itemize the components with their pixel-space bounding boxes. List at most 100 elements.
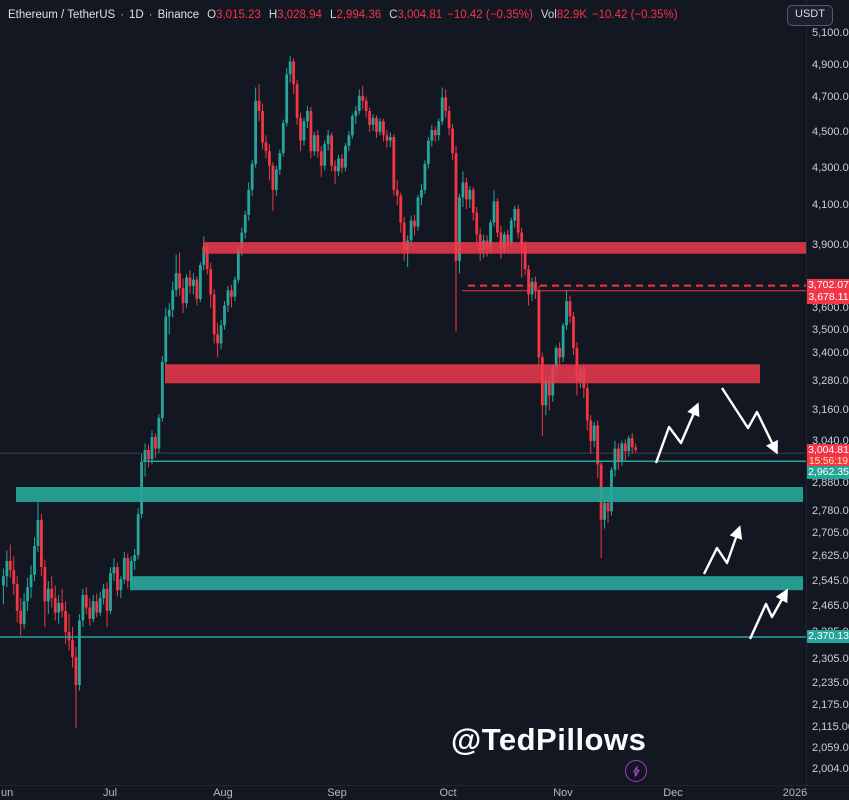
candle <box>420 184 423 206</box>
price-tick: 2,059.00 <box>812 742 849 754</box>
time-label: Sep <box>327 787 347 799</box>
supply-zone-3300[interactable] <box>165 364 760 384</box>
candle <box>464 177 468 209</box>
symbol-title[interactable]: Ethereum / TetherUS <box>8 9 116 21</box>
candle <box>126 553 130 589</box>
candle <box>630 433 634 454</box>
candle <box>458 193 461 274</box>
candle <box>150 430 154 465</box>
candle <box>558 342 562 366</box>
candle <box>330 132 334 172</box>
time-label: Aug <box>213 787 233 799</box>
candle <box>627 435 631 457</box>
candle <box>513 206 517 228</box>
price-tick: 2,465.00 <box>812 600 849 612</box>
arrows-layer <box>654 387 788 640</box>
candle <box>261 103 264 150</box>
candle <box>382 118 385 142</box>
candle <box>354 105 358 124</box>
candle <box>392 134 396 196</box>
price-tick: 2,780.00 <box>812 505 849 517</box>
volume: Vol82.9K <box>540 9 587 21</box>
candle <box>43 559 47 628</box>
price-tick: 3,600.00 <box>812 302 849 314</box>
lightning-button[interactable] <box>625 760 647 782</box>
candle <box>589 415 593 454</box>
candle <box>154 433 157 458</box>
projection-arrow-up-3[interactable] <box>748 588 788 640</box>
candle <box>84 587 88 615</box>
candle <box>212 289 216 344</box>
candle <box>264 135 268 159</box>
candle <box>471 187 475 221</box>
candle <box>475 207 479 247</box>
candle <box>46 580 50 615</box>
ohlc-open: O3,015.23 <box>207 9 261 21</box>
price-tick: 2,545.00 <box>812 575 849 587</box>
candle <box>247 182 251 221</box>
candle <box>337 154 340 176</box>
candle <box>416 194 420 231</box>
candle <box>98 591 102 616</box>
demand-zone-2545[interactable] <box>130 576 803 591</box>
candle <box>596 420 600 478</box>
price-axis[interactable]: 5,100.00 4,900.00 4,700.00 4,500.00 4,300.00… <box>806 0 849 785</box>
candle <box>33 537 36 581</box>
price-tick: 2,705.00 <box>812 527 849 539</box>
candle <box>309 106 313 159</box>
candle <box>112 558 116 581</box>
time-label: 2026 <box>782 787 808 799</box>
candle <box>623 439 627 462</box>
candle <box>74 647 78 729</box>
currency-toggle-button[interactable]: USDT <box>787 5 833 26</box>
candle <box>67 614 71 651</box>
candle <box>361 85 365 110</box>
demand-zone-2880[interactable] <box>16 487 803 502</box>
projection-arrow-down[interactable] <box>720 387 778 455</box>
time-axis[interactable]: un Jul Aug Sep Oct Nov Dec 2026 <box>0 785 849 800</box>
price-tag: 3,702.07 <box>807 279 849 292</box>
candle <box>36 500 40 552</box>
candle <box>312 131 316 156</box>
candle <box>399 192 403 233</box>
candle <box>323 140 327 171</box>
candle <box>192 273 195 295</box>
price-tag: 2,370.13 <box>807 630 849 643</box>
projection-arrow-up-2[interactable] <box>702 525 743 575</box>
ohlc-low: L2,994.36 <box>329 9 382 21</box>
projection-arrow-up-1[interactable] <box>654 402 700 464</box>
zones-layer <box>16 242 806 591</box>
candle <box>585 383 589 431</box>
candle <box>223 301 226 330</box>
candle <box>209 262 213 308</box>
candle <box>385 130 389 148</box>
candle <box>19 598 23 636</box>
candle <box>613 440 617 477</box>
candle <box>395 180 399 206</box>
separator: · <box>148 9 153 21</box>
candle <box>285 67 289 127</box>
price-tag: 2,962.35 <box>807 466 849 479</box>
candle <box>451 123 454 161</box>
supply-zone-3900[interactable] <box>203 242 806 254</box>
candle <box>319 145 323 177</box>
candle <box>274 165 278 196</box>
candle <box>250 160 254 196</box>
candle <box>29 565 33 599</box>
candle <box>91 594 95 623</box>
candle <box>599 461 603 558</box>
candle <box>81 588 85 628</box>
candle <box>143 443 147 477</box>
price-tick: 2,175.00 <box>812 699 849 711</box>
watermark-handle: @TedPillows <box>451 722 647 757</box>
price-tick: 3,160.00 <box>812 404 849 416</box>
candle <box>634 443 638 453</box>
candle <box>198 261 202 303</box>
timeframe[interactable]: 1D <box>129 9 144 21</box>
candle <box>426 137 430 169</box>
price-tick: 2,625.00 <box>812 550 849 562</box>
candle <box>572 312 575 355</box>
candle <box>233 276 237 302</box>
separator: · <box>120 9 125 21</box>
